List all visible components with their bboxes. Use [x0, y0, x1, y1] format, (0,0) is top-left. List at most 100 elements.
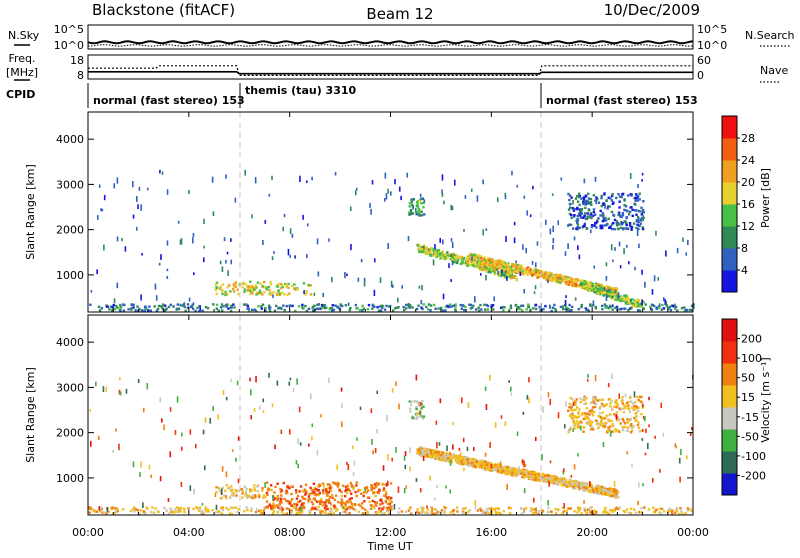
echo-cell	[293, 506, 296, 509]
echo-cell	[269, 293, 272, 296]
echo-cell	[531, 261, 534, 265]
echo-cell	[602, 289, 606, 293]
echo-cell	[245, 303, 248, 306]
echo-cell	[447, 305, 450, 309]
echo-cell	[524, 463, 527, 468]
echo-cell	[621, 428, 625, 432]
echo-cell	[583, 215, 585, 219]
echo-cell	[105, 386, 108, 392]
echo-cell	[577, 195, 581, 199]
echo-cell	[326, 487, 330, 490]
echo-cell	[544, 479, 548, 483]
echo-cell	[482, 266, 485, 269]
echo-cell	[511, 471, 514, 475]
echo-cell	[549, 278, 552, 281]
colorbar-swatch	[722, 451, 737, 474]
echo-cell	[576, 511, 579, 514]
echo-cell	[625, 429, 629, 432]
echo-cell	[483, 256, 486, 259]
colorbar-swatch	[722, 429, 737, 452]
echo-cell	[156, 307, 160, 311]
echo-cell	[441, 251, 445, 255]
echo-cell	[517, 306, 521, 309]
echo-cell	[493, 271, 496, 274]
echo-cell	[513, 473, 517, 476]
echo-cell	[680, 448, 682, 456]
echo-cell	[611, 422, 614, 426]
echo-cell	[590, 425, 594, 429]
echo-cell	[531, 512, 535, 515]
echo-cell	[541, 478, 545, 481]
echo-cell	[280, 506, 283, 509]
echo-cell	[484, 511, 487, 515]
echo-cell	[349, 500, 352, 504]
echo-cell	[462, 262, 466, 265]
echo-cell	[577, 192, 581, 195]
echo-cell	[629, 507, 633, 510]
echo-cell	[605, 403, 608, 406]
echo-cell	[473, 253, 476, 257]
echo-cell	[593, 213, 597, 216]
echo-cell	[598, 487, 601, 490]
echo-cell	[603, 224, 606, 227]
echo-cell	[573, 510, 576, 513]
echo-cell	[215, 292, 218, 296]
echo-cell	[312, 497, 316, 500]
echo-cell	[421, 307, 424, 311]
echo-cell	[471, 256, 473, 262]
echo-cell	[436, 511, 439, 514]
x-tick-label: 00:00	[72, 526, 104, 539]
echo-cell	[398, 507, 401, 510]
echo-cell	[146, 309, 150, 312]
echo-cell	[192, 233, 195, 237]
echo-cell	[440, 509, 443, 512]
echo-cell	[481, 460, 484, 464]
echo-cell	[600, 402, 604, 406]
echo-cell	[569, 426, 572, 430]
echo-cell	[112, 449, 114, 454]
echo-cell	[521, 270, 524, 273]
echo-cell	[615, 196, 618, 200]
echo-cell	[592, 395, 595, 399]
echo-cell	[360, 492, 363, 495]
echo-cell	[612, 259, 614, 263]
echo-cell	[483, 268, 486, 272]
echo-cell	[563, 276, 566, 279]
echo-cell	[633, 196, 636, 200]
echo-cell	[565, 484, 568, 487]
echo-cell	[574, 408, 577, 411]
echo-cell	[601, 226, 604, 230]
echo-cell	[291, 304, 294, 308]
echo-cell	[347, 463, 350, 471]
echo-cell	[219, 287, 222, 290]
x-axis-ticks: 00:00 04:00 08:00 12:00 16:00 20:00 00:00	[72, 112, 709, 539]
echo-cell	[675, 508, 678, 512]
echo-cell	[634, 196, 638, 200]
echo-cell	[548, 481, 550, 487]
echo-cell	[603, 417, 607, 420]
echo-cell	[571, 398, 574, 401]
echo-cell	[112, 303, 115, 307]
echo-cell	[328, 495, 332, 499]
echo-cell	[463, 467, 465, 472]
echo-cell	[439, 453, 443, 457]
echo-cell	[568, 428, 571, 432]
echo-cell	[626, 302, 629, 306]
echo-cell	[261, 285, 264, 288]
echo-cell	[632, 222, 636, 225]
echo-cell	[635, 213, 638, 216]
echo-cell	[517, 266, 521, 270]
echo-cell	[257, 495, 261, 499]
echo-cell	[631, 208, 634, 211]
echo-cell	[302, 282, 306, 285]
echo-cell	[538, 273, 542, 276]
echo-cell	[438, 510, 442, 514]
echo-cell	[583, 489, 586, 492]
echo-cell	[169, 407, 172, 412]
echo-cell	[637, 298, 641, 302]
echo-cell	[519, 304, 523, 308]
echo-cell	[626, 426, 630, 430]
echo-cell	[636, 229, 639, 236]
echo-cell	[133, 510, 136, 513]
echo-cell	[577, 423, 580, 426]
